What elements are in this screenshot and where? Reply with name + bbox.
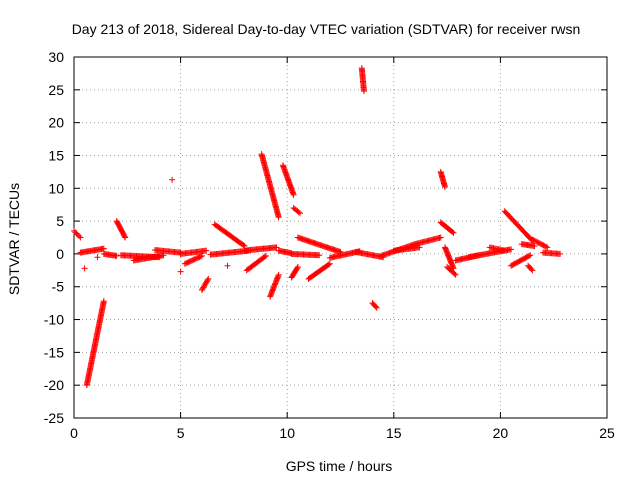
y-axis-label: SDTVAR / TECUs — [6, 183, 22, 295]
data-track — [437, 219, 457, 236]
data-track — [267, 271, 282, 300]
x-tick-label: 5 — [177, 425, 185, 441]
data-track — [412, 234, 444, 248]
tick-labels: 0 5 10 15 20 25 -25 -20 -15 -10 -5 0 5 10 15 20 25 30 — [44, 49, 615, 441]
y-tick-label: -15 — [44, 344, 64, 360]
data-track — [243, 252, 269, 274]
data-track — [177, 247, 210, 257]
data-track — [294, 234, 344, 255]
y-tick-label: 15 — [48, 147, 64, 163]
data-track — [305, 260, 333, 282]
data-track — [369, 300, 380, 311]
data-track — [130, 252, 167, 264]
data-track — [288, 250, 323, 259]
y-tick-label: 0 — [56, 246, 64, 262]
data-track — [275, 247, 295, 257]
data-track — [100, 250, 120, 259]
x-axis-label: GPS time / hours — [286, 458, 393, 474]
x-tick-label: 0 — [70, 425, 78, 441]
y-tick-label: 25 — [48, 82, 64, 98]
data-track — [486, 244, 508, 254]
plot-frame — [73, 56, 608, 419]
data-track — [525, 262, 536, 274]
data-point — [81, 265, 88, 272]
y-tick-label: 10 — [48, 180, 64, 196]
data-track — [288, 264, 301, 281]
data-track — [113, 218, 129, 241]
data-track — [77, 245, 107, 256]
data-track — [518, 241, 538, 250]
y-tick-label: -25 — [44, 410, 64, 426]
data-track — [508, 252, 534, 269]
data-track — [198, 275, 212, 294]
data-track — [207, 247, 252, 258]
x-tick-label: 20 — [493, 425, 509, 441]
data-track — [211, 221, 248, 250]
y-tick-label: -20 — [44, 377, 64, 393]
x-tick-label: 25 — [599, 425, 615, 441]
data-point — [224, 262, 231, 269]
y-tick-label: -10 — [44, 312, 64, 328]
data-track — [152, 246, 184, 256]
data-track — [529, 236, 551, 251]
data-track — [83, 298, 107, 389]
y-tick-label: -5 — [52, 279, 65, 295]
y-tick-label: 30 — [48, 49, 64, 65]
chart-title: Day 213 of 2018, Sidereal Day-to-day VTE… — [72, 21, 581, 37]
data-track — [444, 264, 459, 278]
data-track — [441, 244, 457, 272]
data-point — [94, 254, 101, 261]
data-track — [358, 65, 367, 95]
x-tick-label: 10 — [279, 425, 295, 441]
data-track — [71, 227, 84, 241]
data-track — [258, 151, 282, 221]
data-track — [279, 162, 297, 198]
data-track — [540, 249, 564, 257]
axis-ticks — [73, 56, 608, 419]
x-tick-label: 15 — [386, 425, 402, 441]
data-point — [177, 268, 184, 275]
data-points — [71, 65, 564, 389]
data-point — [169, 176, 176, 183]
data-track — [181, 252, 205, 267]
y-tick-label: 5 — [56, 213, 64, 229]
data-track — [241, 244, 280, 254]
data-track — [501, 208, 536, 244]
y-tick-label: 20 — [48, 115, 64, 131]
data-track — [390, 244, 423, 254]
grid-lines — [74, 57, 607, 418]
data-track — [290, 204, 303, 217]
data-track — [437, 168, 448, 190]
